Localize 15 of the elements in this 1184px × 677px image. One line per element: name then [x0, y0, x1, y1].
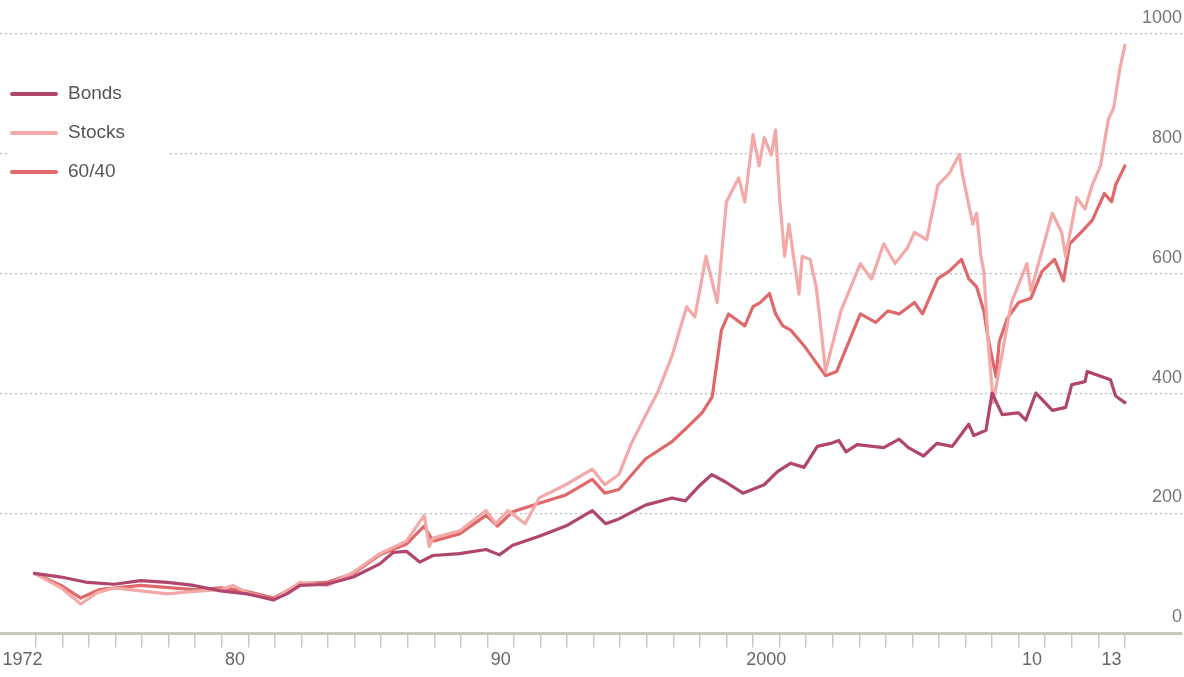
x-tick-label: 13 [1101, 649, 1122, 670]
y-tick-label: 400 [1151, 366, 1182, 387]
y-tick-label: 200 [1151, 486, 1182, 507]
x-tick-label: 2000 [746, 649, 787, 670]
y-tick-label: 800 [1151, 126, 1182, 147]
legend-label: 60/40 [68, 160, 116, 182]
x-tick-label: 1972 [2, 649, 43, 670]
y-tick-label: 1000 [1141, 6, 1182, 27]
x-tick-label: 10 [1021, 649, 1042, 670]
y-tick-label: 0 [1171, 606, 1182, 627]
legend-label: Bonds [68, 82, 122, 104]
legend-label: Stocks [68, 121, 126, 143]
x-tick-label: 90 [490, 649, 511, 670]
x-tick-label: 80 [225, 649, 246, 670]
y-tick-label: 600 [1151, 246, 1182, 267]
